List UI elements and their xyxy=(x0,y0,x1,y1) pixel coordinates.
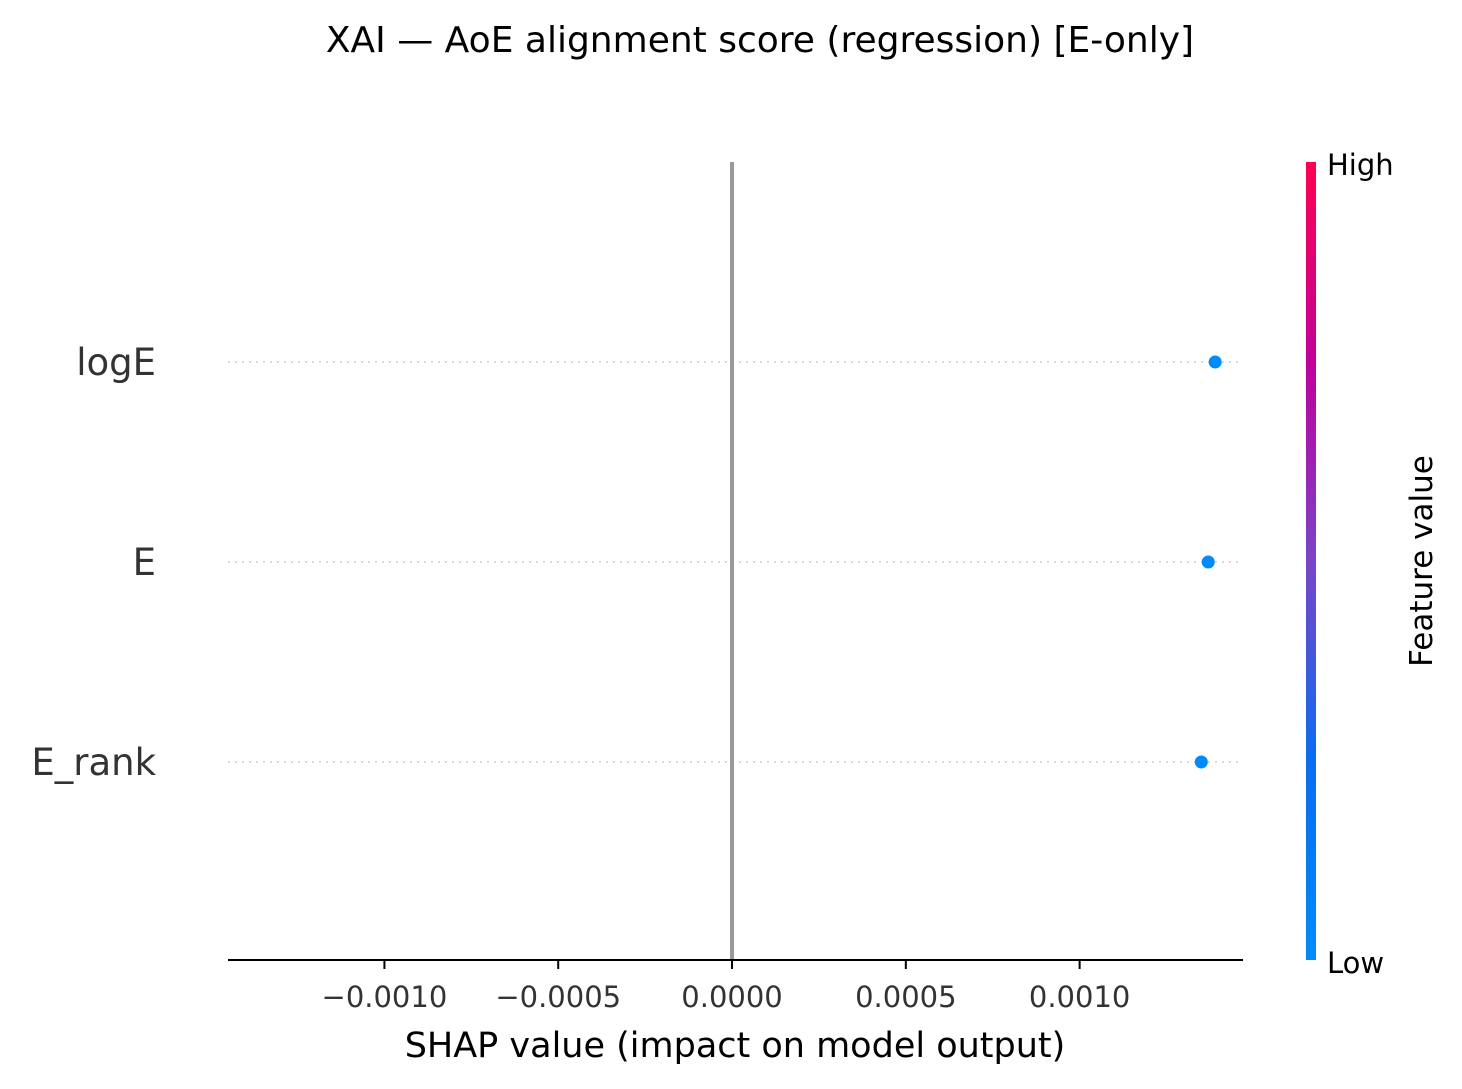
x-tick-label: −0.0010 xyxy=(322,980,448,1014)
feature-label-E_rank: E_rank xyxy=(31,741,156,784)
colorbar-high-label: High xyxy=(1327,148,1394,182)
data-points xyxy=(1194,355,1222,769)
point-E_rank xyxy=(1194,755,1208,769)
x-tick-label: −0.0005 xyxy=(495,980,621,1014)
row-guides xyxy=(228,361,1243,763)
feature-label-E: E xyxy=(133,541,156,584)
point-E xyxy=(1201,555,1215,569)
x-ticks: −0.0010 −0.0005 0.0000 0.0005 0.0010 xyxy=(322,960,1130,1014)
feature-label-logE: logE xyxy=(76,341,156,384)
colorbar-title: Feature value xyxy=(1404,455,1440,667)
x-tick-label: 0.0005 xyxy=(855,980,956,1014)
colorbar xyxy=(1306,162,1316,960)
chart-title: XAI — AoE alignment score (regression) [… xyxy=(326,20,1194,61)
feature-labels: logE E E_rank xyxy=(31,341,156,784)
x-axis-title: SHAP value (impact on model output) xyxy=(405,1026,1066,1066)
colorbar-low-label: Low xyxy=(1327,946,1384,980)
x-tick-label: 0.0000 xyxy=(681,980,782,1014)
x-tick-label: 0.0010 xyxy=(1029,980,1130,1014)
point-logE xyxy=(1208,355,1222,369)
